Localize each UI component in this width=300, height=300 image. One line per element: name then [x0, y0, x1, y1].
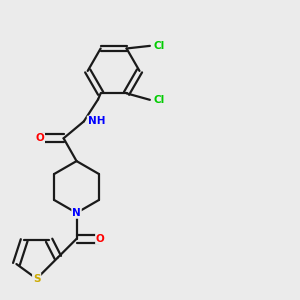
Text: O: O [96, 234, 105, 244]
Text: N: N [72, 208, 81, 218]
Text: Cl: Cl [153, 41, 165, 51]
Text: O: O [35, 133, 44, 143]
Text: S: S [33, 274, 40, 284]
Text: Cl: Cl [153, 95, 165, 105]
Text: NH: NH [88, 116, 105, 126]
